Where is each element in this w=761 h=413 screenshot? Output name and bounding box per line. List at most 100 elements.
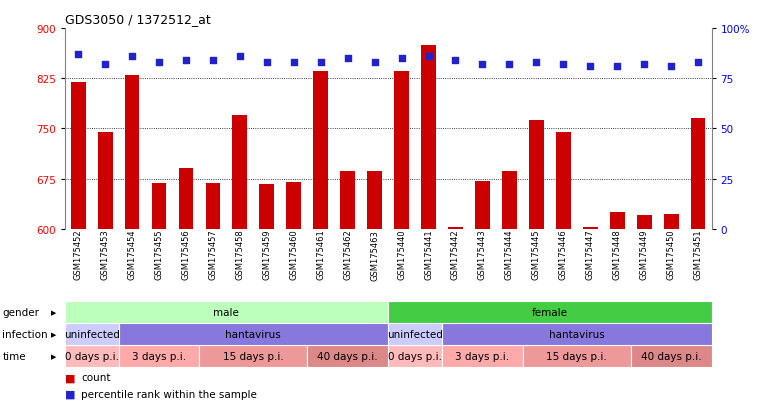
Text: GSM175442: GSM175442 (451, 229, 460, 280)
Text: GSM175459: GSM175459 (263, 229, 272, 280)
Bar (232, 116, 247, 229)
Point (368, 59, 380, 66)
Point (342, 56, 354, 62)
Bar (151, 184, 167, 229)
Bar (388, 323, 442, 345)
Text: GDS3050 / 1372512_at: GDS3050 / 1372512_at (65, 13, 211, 26)
Bar (442, 345, 523, 367)
Text: ▶: ▶ (51, 353, 56, 359)
Point (422, 54, 435, 60)
Bar (631, 345, 712, 367)
Text: 40 days p.i.: 40 days p.i. (641, 351, 702, 361)
Point (396, 56, 408, 62)
Text: GSM175448: GSM175448 (613, 229, 622, 280)
Point (665, 64, 677, 70)
Text: 15 days p.i.: 15 days p.i. (546, 351, 607, 361)
Text: uninfected: uninfected (64, 329, 119, 339)
Point (314, 59, 326, 66)
Text: gender: gender (2, 307, 40, 317)
Bar (340, 171, 355, 229)
Text: ■: ■ (65, 389, 78, 399)
Text: ▶: ▶ (51, 331, 56, 337)
Text: GSM175446: GSM175446 (559, 229, 568, 280)
Point (476, 62, 489, 68)
Bar (179, 169, 193, 229)
Text: GSM175444: GSM175444 (505, 229, 514, 280)
Text: uninfected: uninfected (387, 329, 443, 339)
Text: GSM175452: GSM175452 (74, 229, 83, 280)
Text: GSM175458: GSM175458 (235, 229, 244, 280)
Text: infection: infection (2, 329, 48, 339)
Bar (286, 183, 301, 229)
Text: GSM175441: GSM175441 (424, 229, 433, 280)
Point (180, 58, 192, 64)
Point (692, 59, 704, 66)
Bar (65, 323, 119, 345)
Text: 0 days p.i.: 0 days p.i. (65, 351, 119, 361)
Text: 15 days p.i.: 15 days p.i. (223, 351, 284, 361)
Text: time: time (2, 351, 26, 361)
Point (557, 62, 569, 68)
Text: hantavirus: hantavirus (549, 329, 605, 339)
Bar (529, 121, 544, 229)
Point (126, 54, 139, 60)
Text: GSM175445: GSM175445 (532, 229, 541, 280)
Point (261, 59, 273, 66)
Text: GSM175454: GSM175454 (128, 229, 136, 280)
Text: GSM175461: GSM175461 (317, 229, 325, 280)
Text: 3 days p.i.: 3 days p.i. (132, 351, 186, 361)
Text: GSM175440: GSM175440 (397, 229, 406, 280)
Bar (556, 133, 571, 229)
Bar (421, 45, 436, 229)
Bar (307, 345, 388, 367)
Text: GSM175457: GSM175457 (209, 229, 218, 280)
Bar (199, 345, 307, 367)
Bar (65, 345, 119, 367)
Text: GSM175463: GSM175463 (370, 229, 379, 280)
Bar (523, 345, 631, 367)
Bar (637, 216, 651, 229)
Point (207, 58, 219, 64)
Text: male: male (213, 307, 240, 317)
Bar (368, 171, 382, 229)
Bar (691, 119, 705, 229)
Bar (71, 82, 85, 229)
Text: GSM175443: GSM175443 (478, 229, 487, 280)
Point (450, 58, 462, 64)
Point (99, 62, 111, 68)
Text: 3 days p.i.: 3 days p.i. (455, 351, 510, 361)
Point (153, 59, 165, 66)
Bar (260, 185, 274, 229)
Bar (314, 72, 328, 229)
Text: hantavirus: hantavirus (225, 329, 282, 339)
Bar (442, 323, 712, 345)
Bar (448, 227, 463, 229)
Text: count: count (81, 373, 111, 382)
Point (584, 64, 597, 70)
Bar (205, 184, 221, 229)
Bar (125, 76, 139, 229)
Text: GSM175453: GSM175453 (100, 229, 110, 280)
Bar (119, 345, 199, 367)
Bar (610, 212, 625, 229)
Text: ▶: ▶ (51, 309, 56, 315)
Bar (394, 72, 409, 229)
Point (288, 59, 300, 66)
Text: GSM175451: GSM175451 (693, 229, 702, 280)
Text: GSM175455: GSM175455 (154, 229, 164, 280)
Bar (583, 228, 597, 229)
Text: GSM175447: GSM175447 (586, 229, 595, 280)
Bar (664, 214, 679, 229)
Text: 0 days p.i.: 0 days p.i. (388, 351, 442, 361)
Bar (119, 323, 388, 345)
Point (503, 62, 515, 68)
Bar (97, 133, 113, 229)
Bar (502, 172, 517, 229)
Bar (65, 301, 388, 323)
Point (638, 62, 650, 68)
Text: female: female (532, 307, 568, 317)
Point (72, 52, 84, 58)
Point (611, 64, 623, 70)
Bar (388, 345, 442, 367)
Text: GSM175462: GSM175462 (343, 229, 352, 280)
